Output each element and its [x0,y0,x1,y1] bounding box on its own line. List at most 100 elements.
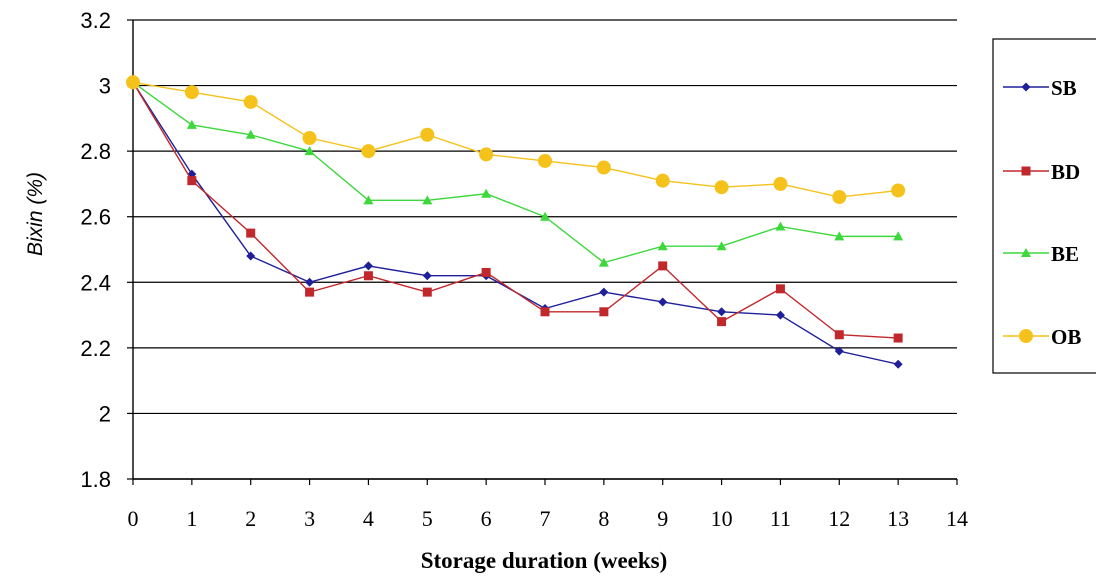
data-point-be [481,188,492,198]
data-point-sb [775,310,785,320]
data-point-bd [422,287,432,297]
data-point-sb [834,346,844,356]
data-point-sb [893,359,903,369]
data-point-bd [658,261,668,271]
data-point-be [245,129,256,139]
legend-label: SB [1051,76,1077,100]
data-point-ob [538,153,552,168]
x-tick-label: 2 [245,506,256,531]
data-point-bd [246,228,256,238]
legend-item-ob: OB [1003,325,1081,349]
data-point-bd [540,307,550,317]
legend-marker-be [1021,248,1031,257]
series-be [128,77,904,267]
data-point-ob [184,85,199,100]
data-point-ob [361,144,376,159]
data-point-ob [479,147,494,162]
y-tick-label: 3.2 [80,8,111,33]
data-point-sb [305,277,315,287]
x-tick-label: 6 [481,506,492,531]
series-line-be [132,81,899,264]
data-point-ob [773,176,788,191]
data-point-ob [302,131,317,146]
legend-marker-ob [1019,329,1033,343]
legend-marker-sb [1021,82,1031,92]
x-tick-label: 8 [598,506,609,531]
axes: 1.822.22.42.62.833.20 1 2 3 4 5 6 7 8 9 10 11 12 13 14 [80,8,968,531]
legend-box [992,38,1096,374]
data-point-bd [834,330,844,340]
x-tick-label: 1 [186,506,197,531]
data-point-be [363,195,374,205]
series-sb [128,77,903,369]
data-point-bd [305,287,315,297]
legend-item-sb: SB [1003,76,1077,100]
data-point-sb [363,261,373,271]
data-point-bd [599,307,609,317]
y-tick-label: 2.4 [80,270,111,295]
data-point-ob [243,94,258,109]
series-group [126,75,906,369]
data-point-bd [187,176,197,186]
x-tick-label: 7 [540,506,551,531]
x-tick-label: 9 [657,506,668,531]
data-point-be [716,241,727,251]
series-ob [126,75,906,205]
x-axis-label: Storage duration (weeks) [421,548,668,573]
data-point-sb [658,297,668,307]
data-point-be [657,241,668,251]
legend-label: OB [1051,325,1081,349]
data-point-sb [246,251,256,261]
data-point-be [834,231,845,241]
gridlines [133,19,957,480]
data-point-ob [714,180,729,195]
data-point-ob [420,127,435,142]
x-tick-label: 4 [363,506,374,531]
data-point-sb [717,307,727,317]
legend-label: BD [1051,160,1080,184]
x-tick-label: 11 [770,506,791,531]
data-point-sb [422,271,432,281]
data-point-be [304,146,315,156]
legend: SB BD BE OB [992,38,1096,374]
series-bd [128,77,903,343]
data-point-bd [717,317,727,327]
legend-label: BE [1051,242,1079,266]
data-point-be [186,119,197,129]
data-point-ob [655,173,670,188]
y-tick-label: 2.8 [80,139,111,164]
data-point-be [775,221,786,231]
legend-item-bd: BD [1003,160,1080,184]
data-point-ob [832,190,847,205]
y-tick-label: 3 [99,74,111,99]
y-axis-label: Bixin (%) [24,172,47,256]
y-tick-label: 1.8 [80,467,111,492]
data-point-ob [891,183,906,198]
x-tick-label: 13 [887,506,909,531]
data-point-ob [126,75,140,90]
data-point-bd [893,333,903,343]
data-point-bd [363,271,373,281]
data-point-be [893,231,904,241]
series-line-sb [132,81,899,365]
x-tick-label: 3 [304,506,315,531]
data-point-ob [596,160,611,175]
legend-item-be: BE [1003,242,1079,266]
data-point-bd [775,284,785,294]
x-tick-label: 0 [128,506,139,531]
series-line-ob [132,81,899,198]
x-tick-label: 10 [711,506,733,531]
legend-marker-bd [1021,166,1031,176]
series-line-bd [132,81,899,339]
y-tick-label: 2 [99,401,111,426]
data-point-be [598,257,609,267]
x-tick-label: 5 [422,506,433,531]
data-point-be [422,195,433,205]
y-tick-label: 2.2 [80,336,111,361]
data-point-be [540,211,550,221]
x-tick-label: 12 [828,506,850,531]
y-tick-label: 2.6 [80,205,111,230]
x-tick-label: 14 [946,506,968,531]
